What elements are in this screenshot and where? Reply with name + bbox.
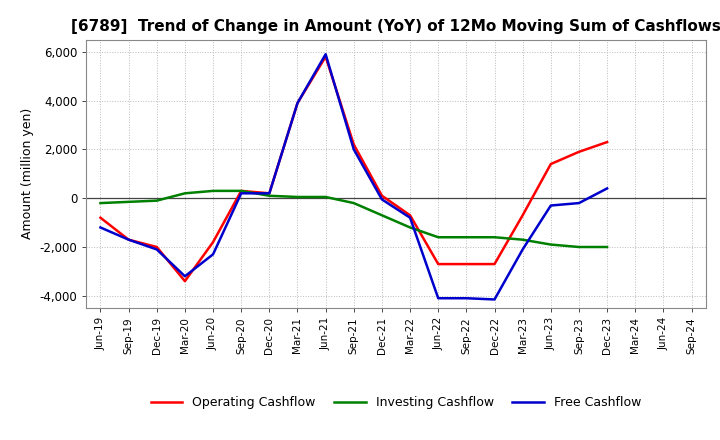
Operating Cashflow — [603, 139, 611, 145]
Operating Cashflow — [518, 213, 527, 218]
Investing Cashflow — [546, 242, 555, 247]
Free Cashflow — [546, 203, 555, 208]
Line: Free Cashflow: Free Cashflow — [101, 54, 607, 300]
Free Cashflow — [293, 100, 302, 106]
Operating Cashflow — [377, 193, 386, 198]
Investing Cashflow — [518, 237, 527, 242]
Line: Operating Cashflow: Operating Cashflow — [101, 57, 607, 281]
Operating Cashflow — [462, 261, 471, 267]
Operating Cashflow — [406, 213, 415, 218]
Investing Cashflow — [209, 188, 217, 194]
Operating Cashflow — [293, 100, 302, 106]
Operating Cashflow — [434, 261, 443, 267]
Investing Cashflow — [603, 244, 611, 249]
Free Cashflow — [377, 197, 386, 202]
Free Cashflow — [321, 51, 330, 57]
Investing Cashflow — [293, 194, 302, 200]
Investing Cashflow — [406, 225, 415, 230]
Investing Cashflow — [490, 235, 499, 240]
Free Cashflow — [153, 247, 161, 252]
Operating Cashflow — [321, 54, 330, 59]
Operating Cashflow — [96, 215, 105, 220]
Free Cashflow — [518, 247, 527, 252]
Investing Cashflow — [96, 201, 105, 206]
Investing Cashflow — [377, 213, 386, 218]
Title: [6789]  Trend of Change in Amount (YoY) of 12Mo Moving Sum of Cashflows: [6789] Trend of Change in Amount (YoY) o… — [71, 19, 720, 34]
Operating Cashflow — [153, 244, 161, 249]
Investing Cashflow — [434, 235, 443, 240]
Operating Cashflow — [181, 279, 189, 284]
Investing Cashflow — [181, 191, 189, 196]
Y-axis label: Amount (million yen): Amount (million yen) — [21, 108, 34, 239]
Free Cashflow — [265, 191, 274, 196]
Free Cashflow — [406, 215, 415, 220]
Operating Cashflow — [575, 149, 583, 154]
Operating Cashflow — [209, 239, 217, 245]
Free Cashflow — [490, 297, 499, 302]
Free Cashflow — [237, 191, 246, 196]
Free Cashflow — [125, 237, 133, 242]
Operating Cashflow — [237, 188, 246, 194]
Investing Cashflow — [237, 188, 246, 194]
Operating Cashflow — [490, 261, 499, 267]
Operating Cashflow — [349, 142, 358, 147]
Investing Cashflow — [349, 201, 358, 206]
Investing Cashflow — [265, 193, 274, 198]
Operating Cashflow — [265, 191, 274, 196]
Free Cashflow — [96, 225, 105, 230]
Legend: Operating Cashflow, Investing Cashflow, Free Cashflow: Operating Cashflow, Investing Cashflow, … — [146, 392, 646, 414]
Investing Cashflow — [125, 199, 133, 205]
Free Cashflow — [575, 201, 583, 206]
Free Cashflow — [603, 186, 611, 191]
Investing Cashflow — [575, 244, 583, 249]
Line: Investing Cashflow: Investing Cashflow — [101, 191, 607, 247]
Investing Cashflow — [462, 235, 471, 240]
Operating Cashflow — [546, 161, 555, 167]
Free Cashflow — [209, 252, 217, 257]
Free Cashflow — [462, 296, 471, 301]
Investing Cashflow — [321, 194, 330, 200]
Free Cashflow — [434, 296, 443, 301]
Operating Cashflow — [125, 237, 133, 242]
Investing Cashflow — [153, 198, 161, 203]
Free Cashflow — [349, 147, 358, 152]
Free Cashflow — [181, 274, 189, 279]
